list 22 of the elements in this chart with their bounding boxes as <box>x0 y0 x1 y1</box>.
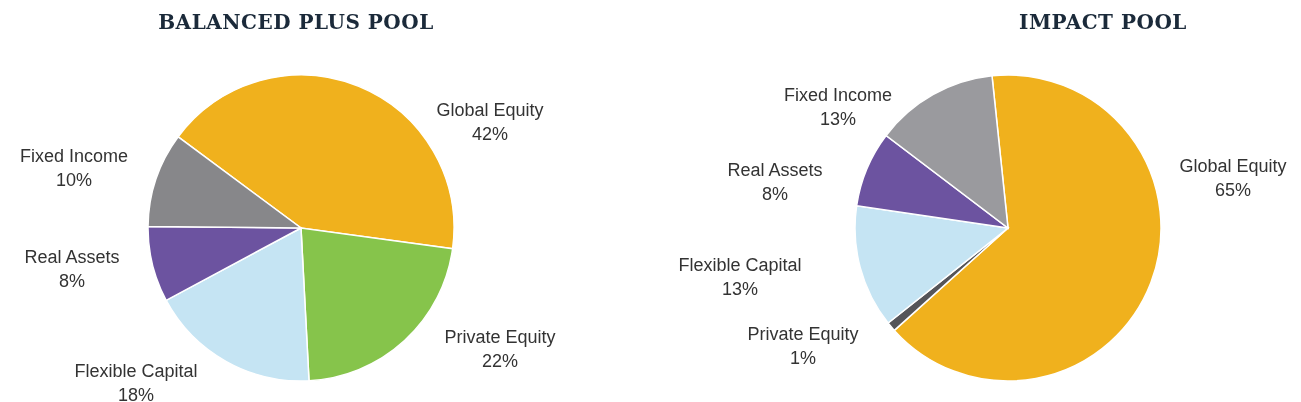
data-label: 22% <box>481 351 519 371</box>
data-label: 10% <box>55 170 93 190</box>
slice-label: Fixed Income <box>783 85 893 105</box>
slice-label: Global Equity <box>1179 156 1287 176</box>
data-label: 8% <box>761 184 789 204</box>
slice-label: Fixed Income <box>19 146 129 166</box>
data-label: 42% <box>471 124 509 144</box>
data-label: 18% <box>117 385 155 402</box>
chart-title: BALANCED PLUS POOL <box>157 10 435 34</box>
slice-label: Flexible Capital <box>678 255 802 275</box>
slice-label: Real Assets <box>24 247 120 267</box>
data-label: 65% <box>1214 180 1252 200</box>
data-label: 8% <box>58 271 86 291</box>
chart-title: IMPACT POOL <box>1018 10 1188 34</box>
data-label: 13% <box>819 109 857 129</box>
data-label: 13% <box>721 279 759 299</box>
slice-label: Flexible Capital <box>74 361 198 381</box>
slice-label: Private Equity <box>747 324 859 344</box>
slice-label: Private Equity <box>444 327 556 347</box>
data-label: 1% <box>789 348 817 368</box>
slice-label: Global Equity <box>436 100 544 120</box>
slice-label: Real Assets <box>727 160 823 180</box>
